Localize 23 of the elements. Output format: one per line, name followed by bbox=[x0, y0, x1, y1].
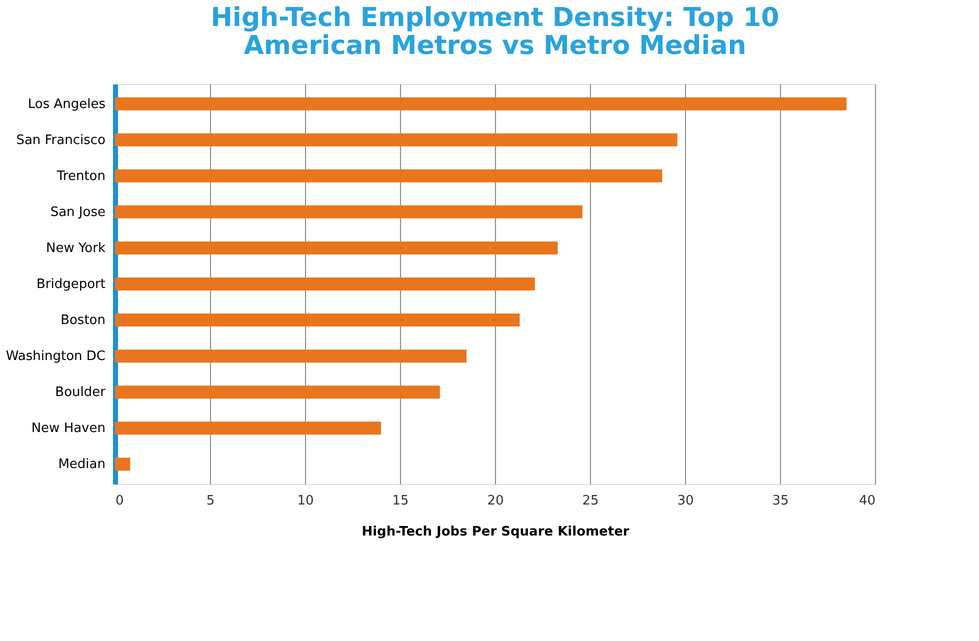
x-tick-label: 20 bbox=[487, 494, 504, 508]
y-tick-label: Median bbox=[58, 457, 106, 472]
y-tick-label: New York bbox=[46, 240, 106, 256]
x-axis-title: High-Tech Jobs Per Square Kilometer bbox=[362, 524, 630, 540]
y-tick-label: San Francisco bbox=[16, 132, 106, 148]
y-tick-label: Bridgeport bbox=[36, 277, 106, 292]
y-tick-label: Trenton bbox=[56, 168, 106, 184]
x-tick-label: 10 bbox=[297, 494, 314, 508]
y-tick-label: Boulder bbox=[55, 385, 106, 400]
y-tick-label: Washington DC bbox=[6, 349, 106, 364]
text: American Metros vs Metro Median bbox=[244, 31, 746, 61]
y-tick-label: Boston bbox=[60, 313, 106, 328]
x-tick-label: 30 bbox=[677, 494, 694, 508]
x-tick-label: 15 bbox=[392, 494, 409, 508]
y-tick-label: Los Angeles bbox=[28, 96, 106, 112]
y-tick-label: San Jose bbox=[50, 204, 106, 220]
x-tick-label: 0 bbox=[116, 494, 124, 508]
y-tick-label: New Haven bbox=[31, 421, 106, 436]
x-tick-label: 35 bbox=[772, 494, 789, 508]
x-tick-label: 25 bbox=[582, 494, 599, 508]
x-tick-label: 5 bbox=[206, 494, 215, 508]
text: High-Tech Employment Density: Top 10 bbox=[210, 3, 780, 33]
x-tick-label: 40 bbox=[858, 494, 876, 508]
